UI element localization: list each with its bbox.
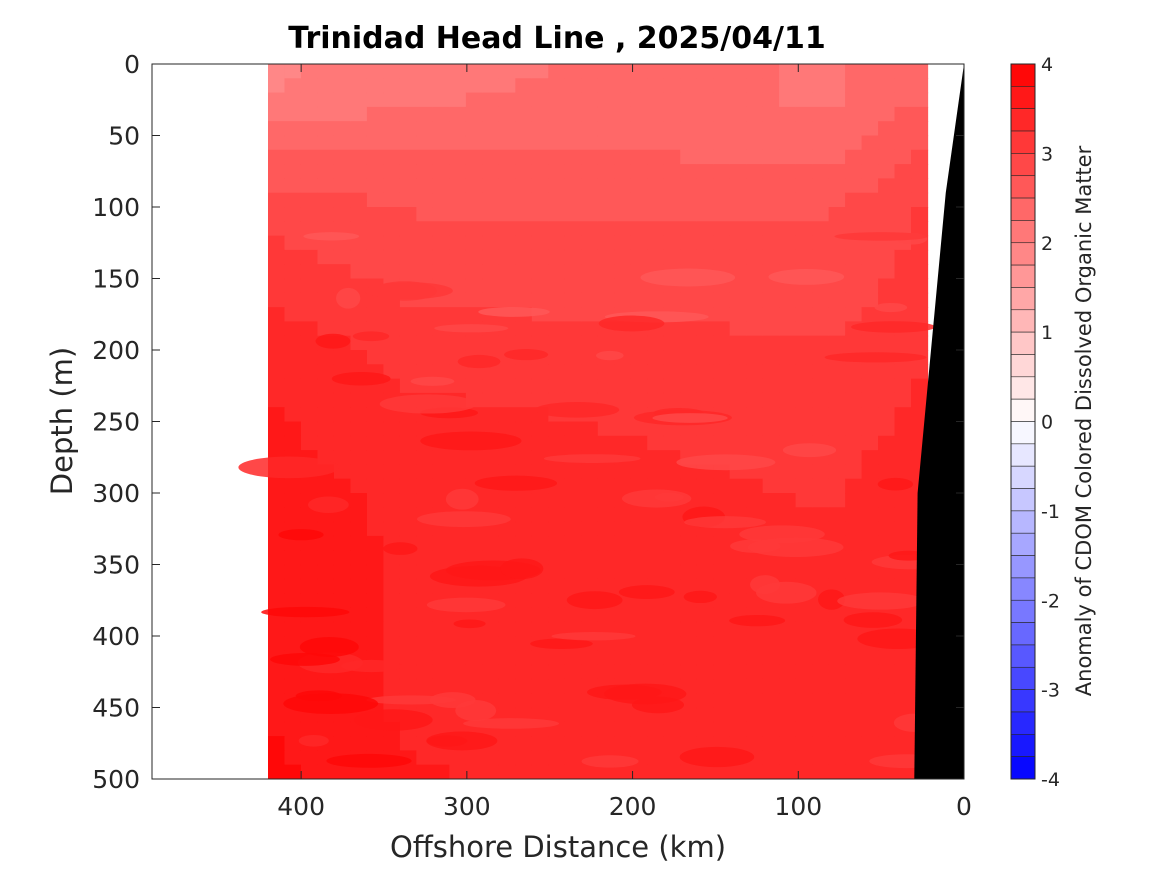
- colorbar-segment: [1010, 510, 1036, 534]
- anomaly-contour-texture: [238, 232, 955, 769]
- anomaly-field: [268, 64, 929, 779]
- colorbar-segment: [1010, 734, 1036, 757]
- x-tick-label: 0: [956, 792, 972, 821]
- y-tick-label: 0: [124, 50, 140, 79]
- colorbar-segment: [1010, 666, 1036, 690]
- colorbar-tick-label: 1: [1041, 322, 1053, 344]
- x-tick-label: 300: [443, 792, 491, 821]
- colorbar-segment: [1010, 242, 1036, 266]
- x-tick-label: 400: [277, 792, 325, 821]
- colorbar-segment: [1010, 599, 1036, 623]
- x-axis: 400 300 200 100 0: [277, 64, 972, 821]
- colorbar-segment: [1010, 287, 1036, 311]
- colorbar-segment: [1010, 465, 1036, 489]
- y-tick-label: 50: [108, 122, 140, 151]
- colorbar-tick-label: -1: [1041, 501, 1060, 523]
- colorbar-segment: [1010, 63, 1036, 87]
- y-tick-label: 300: [92, 479, 140, 508]
- colorbar-segment: [1010, 86, 1036, 109]
- colorbar-segment: [1010, 331, 1036, 355]
- colorbar-tick-label: 2: [1041, 233, 1053, 255]
- x-tick-label: 200: [609, 792, 657, 821]
- colorbar-frame: [1010, 63, 1036, 780]
- chart-title: Trinidad Head Line , 2025/04/11: [288, 21, 825, 56]
- bathymetry-seafloor: [914, 64, 964, 779]
- colorbar-tick-label: 0: [1041, 412, 1053, 434]
- y-tick-label: 350: [92, 551, 140, 580]
- y-tick-label: 200: [92, 336, 140, 365]
- colorbar-segment: [1010, 443, 1036, 467]
- colorbar-segment: [1010, 197, 1036, 221]
- colorbar-segment: [1010, 622, 1036, 646]
- colorbar-tick-label: -3: [1041, 680, 1060, 702]
- plot-area: [151, 63, 965, 780]
- colorbar-segment: [1010, 488, 1036, 512]
- y-tick-label: 100: [92, 193, 140, 222]
- colorbar-tick-label: 4: [1041, 54, 1053, 76]
- y-axis: 0 50 100 150 200 250 300 350 400 450 500: [92, 50, 964, 794]
- colorbar: 4 3 2 1 0 -1 -2 -3 -4: [1010, 54, 1060, 791]
- colorbar-segment: [1010, 689, 1036, 713]
- colorbar-segment: [1010, 130, 1036, 154]
- colorbar-segment: [1010, 376, 1036, 400]
- x-axis-label: Offshore Distance (km): [390, 830, 726, 864]
- y-axis-label: Depth (m): [45, 347, 79, 495]
- colorbar-segment: [1010, 153, 1036, 177]
- colorbar-segment: [1010, 756, 1036, 780]
- colorbar-segment: [1010, 108, 1036, 132]
- colorbar-segment: [1010, 354, 1036, 378]
- colorbar-segment: [1010, 532, 1036, 556]
- x-tick-label: 100: [774, 792, 822, 821]
- colorbar-tick-label: 3: [1041, 143, 1053, 165]
- colorbar-segment: [1010, 577, 1036, 601]
- colorbar-segment: [1010, 711, 1036, 735]
- y-tick-label: 150: [92, 265, 140, 294]
- colorbar-segment: [1010, 309, 1036, 333]
- colorbar-segment: [1010, 644, 1036, 668]
- colorbar-tick-label: -2: [1041, 590, 1060, 612]
- colorbar-segment: [1010, 398, 1036, 422]
- y-tick-label: 250: [92, 408, 140, 437]
- colorbar-tick-label: -4: [1041, 769, 1060, 791]
- colorbar-label: Anomaly of CDOM Colored Dissolved Organi…: [1072, 145, 1096, 696]
- colorbar-segment: [1010, 555, 1036, 579]
- colorbar-segment: [1010, 175, 1036, 199]
- colorbar-segment: [1010, 421, 1036, 445]
- y-tick-label: 450: [92, 694, 140, 723]
- colorbar-segment: [1010, 264, 1036, 288]
- y-tick-label: 500: [92, 765, 140, 794]
- y-tick-label: 400: [92, 622, 140, 651]
- colorbar-segment: [1010, 220, 1036, 244]
